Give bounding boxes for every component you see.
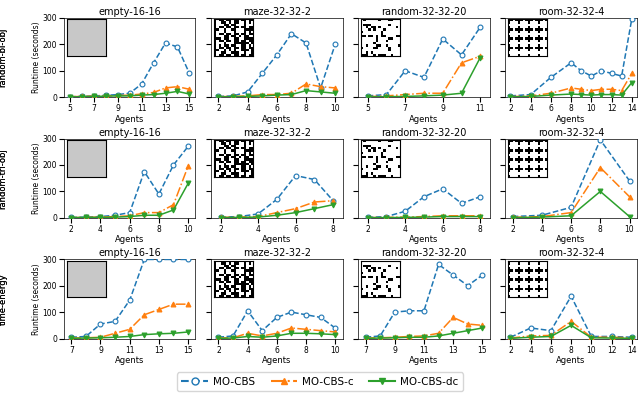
Title: maze-32-32-2: maze-32-32-2 — [243, 248, 311, 259]
Text: time-energy: time-energy — [0, 273, 8, 325]
Text: random-tri-obj: random-tri-obj — [0, 148, 8, 209]
X-axis label: Agents: Agents — [410, 235, 438, 244]
Title: maze-32-32-2: maze-32-32-2 — [243, 128, 311, 138]
Text: random-bi-obj: random-bi-obj — [0, 28, 8, 87]
Title: room-32-32-4: room-32-32-4 — [538, 248, 604, 259]
X-axis label: Agents: Agents — [262, 356, 291, 365]
Y-axis label: Runtime (seconds): Runtime (seconds) — [32, 263, 41, 335]
Title: empty-16-16: empty-16-16 — [99, 7, 161, 17]
Title: random-32-32-20: random-32-32-20 — [381, 248, 467, 259]
X-axis label: Agents: Agents — [115, 235, 145, 244]
Title: random-32-32-20: random-32-32-20 — [381, 7, 467, 17]
Legend: MO-CBS, MO-CBS-c, MO-CBS-dc: MO-CBS, MO-CBS-c, MO-CBS-dc — [177, 373, 463, 391]
Title: empty-16-16: empty-16-16 — [99, 128, 161, 138]
X-axis label: Agents: Agents — [556, 235, 586, 244]
X-axis label: Agents: Agents — [556, 114, 586, 124]
X-axis label: Agents: Agents — [410, 114, 438, 124]
X-axis label: Agents: Agents — [115, 114, 145, 124]
X-axis label: Agents: Agents — [556, 356, 586, 365]
X-axis label: Agents: Agents — [262, 114, 291, 124]
Title: random-32-32-20: random-32-32-20 — [381, 128, 467, 138]
Title: maze-32-32-2: maze-32-32-2 — [243, 7, 311, 17]
X-axis label: Agents: Agents — [410, 356, 438, 365]
Text: random-bi-obj: random-bi-obj — [0, 28, 8, 87]
X-axis label: Agents: Agents — [262, 235, 291, 244]
X-axis label: Agents: Agents — [115, 356, 145, 365]
Text: random-tri-obj: random-tri-obj — [0, 148, 8, 209]
Title: room-32-32-4: room-32-32-4 — [538, 7, 604, 17]
Y-axis label: Runtime (seconds): Runtime (seconds) — [32, 143, 41, 214]
Title: room-32-32-4: room-32-32-4 — [538, 128, 604, 138]
Y-axis label: Runtime (seconds): Runtime (seconds) — [32, 22, 41, 93]
Title: empty-16-16: empty-16-16 — [99, 248, 161, 259]
Text: time-energy: time-energy — [0, 273, 8, 325]
